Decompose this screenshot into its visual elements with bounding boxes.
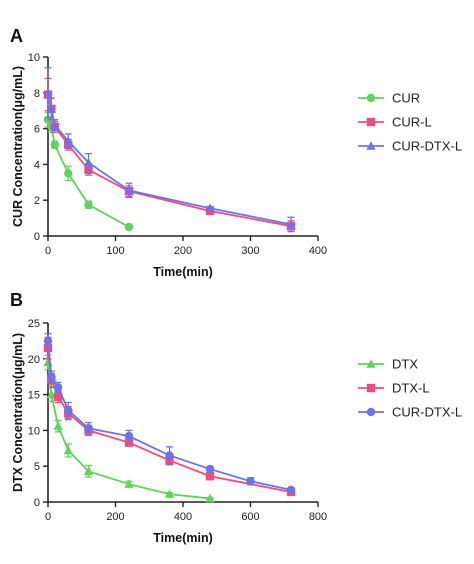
y-axis-title: DTX Concentration(μg/mL) bbox=[11, 333, 25, 492]
data-point bbox=[84, 200, 93, 209]
data-point bbox=[83, 157, 94, 167]
data-point bbox=[124, 185, 134, 195]
y-tick-label: 10 bbox=[28, 425, 40, 437]
legend-entry: DTX bbox=[358, 357, 418, 372]
data-point bbox=[64, 169, 73, 178]
legend-marker bbox=[366, 359, 376, 368]
x-tick-label: 100 bbox=[106, 245, 124, 257]
y-tick-label: 8 bbox=[34, 88, 40, 100]
x-tick-label: 800 bbox=[309, 511, 327, 523]
data-point bbox=[50, 140, 59, 149]
y-axis-title: CUR Concentration(μg/mL) bbox=[11, 66, 25, 227]
data-point bbox=[164, 489, 175, 498]
series-line bbox=[47, 347, 292, 493]
legend-marker bbox=[366, 383, 376, 393]
data-point bbox=[246, 477, 255, 486]
y-tick-label: 0 bbox=[34, 231, 40, 243]
panel-letter: B bbox=[10, 290, 23, 310]
series-line bbox=[47, 362, 211, 500]
legend-label: CUR-DTX-L bbox=[392, 405, 462, 420]
legend-label: CUR bbox=[392, 91, 420, 106]
data-point bbox=[47, 372, 56, 381]
data-point bbox=[46, 389, 56, 399]
legend-label: DTX-L bbox=[392, 381, 430, 396]
data-point bbox=[124, 222, 134, 232]
data-point bbox=[165, 451, 174, 460]
data-point bbox=[205, 203, 215, 213]
x-tick-label: 0 bbox=[45, 245, 51, 257]
legend-entry: CUR-DTX-L bbox=[358, 139, 462, 154]
y-tick-label: 25 bbox=[28, 318, 40, 330]
legend-entry: CUR bbox=[358, 91, 420, 106]
series-dtx bbox=[43, 354, 215, 503]
legend-marker bbox=[366, 407, 376, 417]
series-dtx-l bbox=[43, 336, 296, 497]
data-point bbox=[205, 493, 215, 503]
data-point bbox=[46, 104, 56, 113]
data-point bbox=[124, 438, 134, 447]
legend-label: DTX bbox=[392, 357, 418, 372]
data-point bbox=[63, 136, 73, 145]
legend-marker bbox=[366, 141, 376, 150]
data-point bbox=[53, 421, 63, 430]
legend-label: CUR-DTX-L bbox=[392, 139, 462, 154]
legend-entry: CUR-DTX-L bbox=[358, 405, 462, 420]
legend-entry: CUR-L bbox=[358, 115, 432, 130]
y-tick-label: 5 bbox=[34, 461, 40, 473]
data-point bbox=[83, 466, 94, 476]
data-point bbox=[64, 406, 73, 415]
series-cur-dtx-l bbox=[43, 333, 296, 495]
data-point bbox=[205, 464, 215, 474]
data-point bbox=[286, 219, 296, 229]
legend-entry: DTX-L bbox=[358, 381, 430, 396]
data-point bbox=[50, 120, 60, 129]
y-tick-label: 2 bbox=[34, 195, 40, 207]
y-tick-label: 6 bbox=[34, 124, 40, 136]
data-point bbox=[43, 88, 53, 97]
x-tick-label: 0 bbox=[45, 511, 51, 523]
legend-marker bbox=[366, 117, 376, 127]
y-tick-label: 10 bbox=[28, 52, 40, 64]
data-point bbox=[124, 479, 134, 488]
x-axis-title: Time(min) bbox=[153, 531, 213, 545]
series-line bbox=[47, 94, 292, 228]
panel-letter: A bbox=[10, 26, 23, 46]
series-cur-dtx-l bbox=[43, 67, 296, 233]
data-point bbox=[286, 485, 296, 495]
y-tick-label: 15 bbox=[28, 390, 40, 402]
panel-b-chart: B 0 5 10 15 20 25 0 200 400 600 800 Time(min) DTX Con… bbox=[10, 290, 462, 545]
data-point bbox=[124, 431, 134, 441]
data-point bbox=[63, 445, 73, 455]
x-axis-title: Time(min) bbox=[153, 265, 213, 279]
y-tick-label: 0 bbox=[34, 497, 40, 509]
y-tick-label: 4 bbox=[34, 159, 40, 171]
x-tick-label: 200 bbox=[106, 511, 124, 523]
x-tick-label: 300 bbox=[241, 245, 259, 257]
x-tick-label: 400 bbox=[174, 511, 192, 523]
x-tick-label: 200 bbox=[174, 245, 192, 257]
legend-label: CUR-L bbox=[392, 115, 432, 130]
data-point bbox=[205, 472, 215, 481]
legend-marker bbox=[366, 93, 376, 103]
x-tick-label: 400 bbox=[309, 245, 327, 257]
x-tick-label: 600 bbox=[241, 511, 259, 523]
data-point bbox=[53, 383, 63, 392]
data-point bbox=[43, 336, 53, 346]
data-point bbox=[53, 392, 63, 401]
data-point bbox=[84, 424, 93, 433]
y-tick-label: 20 bbox=[28, 354, 40, 366]
